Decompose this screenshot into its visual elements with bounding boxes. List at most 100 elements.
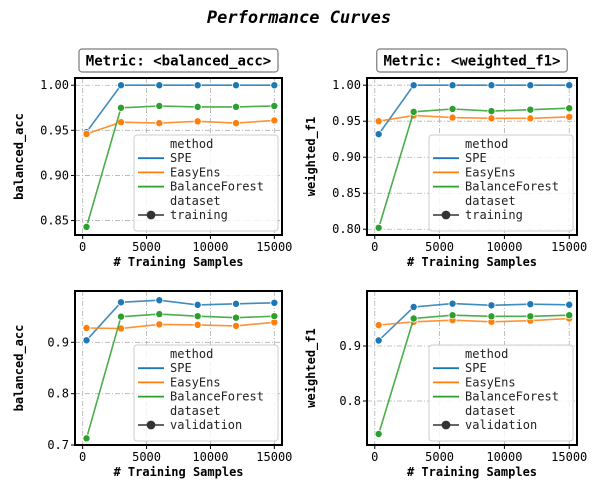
legend-title-method: method <box>170 137 213 151</box>
x-tick-label: 0 <box>371 240 378 254</box>
x-tick-label: 15000 <box>256 450 292 464</box>
legend-title-dataset: dataset <box>465 194 516 208</box>
y-axis-label: balanced_acc <box>12 325 27 412</box>
data-point <box>117 81 126 90</box>
x-axis-label: # Training Samples <box>407 465 537 479</box>
legend-marker <box>441 420 451 430</box>
data-point <box>270 81 279 90</box>
legend-box <box>133 344 279 442</box>
legend-box <box>428 344 574 442</box>
legend-entry: EasyEns <box>465 375 516 389</box>
data-point <box>526 300 535 309</box>
legend-entry: SPE <box>465 151 487 165</box>
data-point <box>193 312 202 321</box>
legend-entry: EasyEns <box>170 165 221 179</box>
data-point <box>487 312 496 321</box>
series-line-spe <box>85 84 275 133</box>
data-point <box>448 299 457 308</box>
legend-entry: SPE <box>170 151 192 165</box>
y-tick-label: 0.8 <box>47 387 69 401</box>
series-line-spe <box>85 299 275 341</box>
y-axis-label: weighted_f1 <box>304 117 319 196</box>
data-point <box>448 113 457 122</box>
legend-entry: EasyEns <box>170 375 221 389</box>
legend-entry: SPE <box>170 361 192 375</box>
data-point <box>270 116 279 125</box>
data-point <box>487 107 496 116</box>
data-point <box>155 81 164 90</box>
data-point <box>409 314 418 323</box>
legend-title-method: method <box>465 347 508 361</box>
data-point <box>155 310 164 319</box>
axes-frame <box>74 77 283 236</box>
legend: methodSPEEasyEnsBalanceForestdatasetvali… <box>428 344 574 442</box>
x-tick-label: 0 <box>371 450 378 464</box>
x-tick-label: 15000 <box>551 240 587 254</box>
data-point <box>117 312 126 321</box>
series-line-spe <box>378 302 570 342</box>
data-point <box>565 311 574 320</box>
x-axis-label: # Training Samples <box>113 465 243 479</box>
data-point <box>193 320 202 329</box>
data-point <box>526 114 535 123</box>
legend-marker <box>146 420 156 430</box>
legend-entry-dataset: validation <box>170 418 242 432</box>
subplot-3: 0 5000 10000 15000 0.7 0.8 0.9 # Training Sampl… <box>12 290 292 479</box>
subplot-title-text: Metric: <weighted_f1> <box>383 54 560 70</box>
y-axis-label: balanced_acc <box>12 113 27 200</box>
series-line-balanceforest <box>85 313 275 439</box>
data-point <box>565 104 574 113</box>
figure-title: Performance Curves <box>207 8 391 28</box>
series-line-easyens <box>86 119 275 135</box>
data-point <box>487 114 496 123</box>
legend-entry-dataset: training <box>465 208 523 222</box>
data-point <box>231 321 240 330</box>
y-tick-label: 0.7 <box>47 438 69 452</box>
legend-title-dataset: dataset <box>465 404 516 418</box>
data-point <box>487 81 496 90</box>
data-point <box>374 130 383 139</box>
data-point <box>117 103 126 112</box>
legend: methodSPEEasyEnsBalanceForestdatasettrai… <box>428 134 574 232</box>
y-tick-label: 0.9 <box>47 335 69 349</box>
data-point <box>193 102 202 111</box>
x-tick-label: 5000 <box>132 450 161 464</box>
data-point <box>526 81 535 90</box>
legend-box <box>428 134 574 232</box>
data-point <box>82 323 91 332</box>
data-point <box>231 81 240 90</box>
data-point <box>82 222 91 231</box>
data-point <box>270 298 279 307</box>
data-point <box>270 312 279 321</box>
subplot-title: Metric: <balanced_acc> <box>78 48 279 73</box>
data-point <box>231 119 240 128</box>
data-point <box>565 81 574 90</box>
legend-title-dataset: dataset <box>170 404 221 418</box>
data-point <box>565 300 574 309</box>
legend-entry: BalanceForest <box>170 390 264 404</box>
x-tick-label: 0 <box>79 240 86 254</box>
x-tick-label: 0 <box>79 450 86 464</box>
data-point <box>231 299 240 308</box>
y-tick-label: 0.9 <box>339 339 361 353</box>
series-line-balanceforest <box>85 105 275 228</box>
x-tick-label: 15000 <box>256 240 292 254</box>
data-point <box>155 119 164 128</box>
title-box <box>376 48 568 73</box>
x-tick-label: 10000 <box>486 240 522 254</box>
data-point <box>155 320 164 329</box>
subplot-2: 0 5000 10000 15000 0.80 0.85 0.90 0.95 1.00 # Tra… <box>304 48 587 269</box>
data-point <box>193 81 202 90</box>
legend-marker <box>441 210 451 220</box>
legend: methodSPEEasyEnsBalanceForestdatasetvali… <box>133 344 279 442</box>
legend-title-method: method <box>465 137 508 151</box>
y-axis-label: weighted_f1 <box>304 328 319 407</box>
data-point <box>117 298 126 307</box>
x-tick-label: 15000 <box>551 450 587 464</box>
y-tick-label: 0.90 <box>40 168 69 182</box>
x-tick-label: 10000 <box>486 450 522 464</box>
legend-box <box>133 134 279 232</box>
legend: methodSPEEasyEnsBalanceForestdatasettrai… <box>133 134 279 232</box>
data-point <box>155 296 164 305</box>
